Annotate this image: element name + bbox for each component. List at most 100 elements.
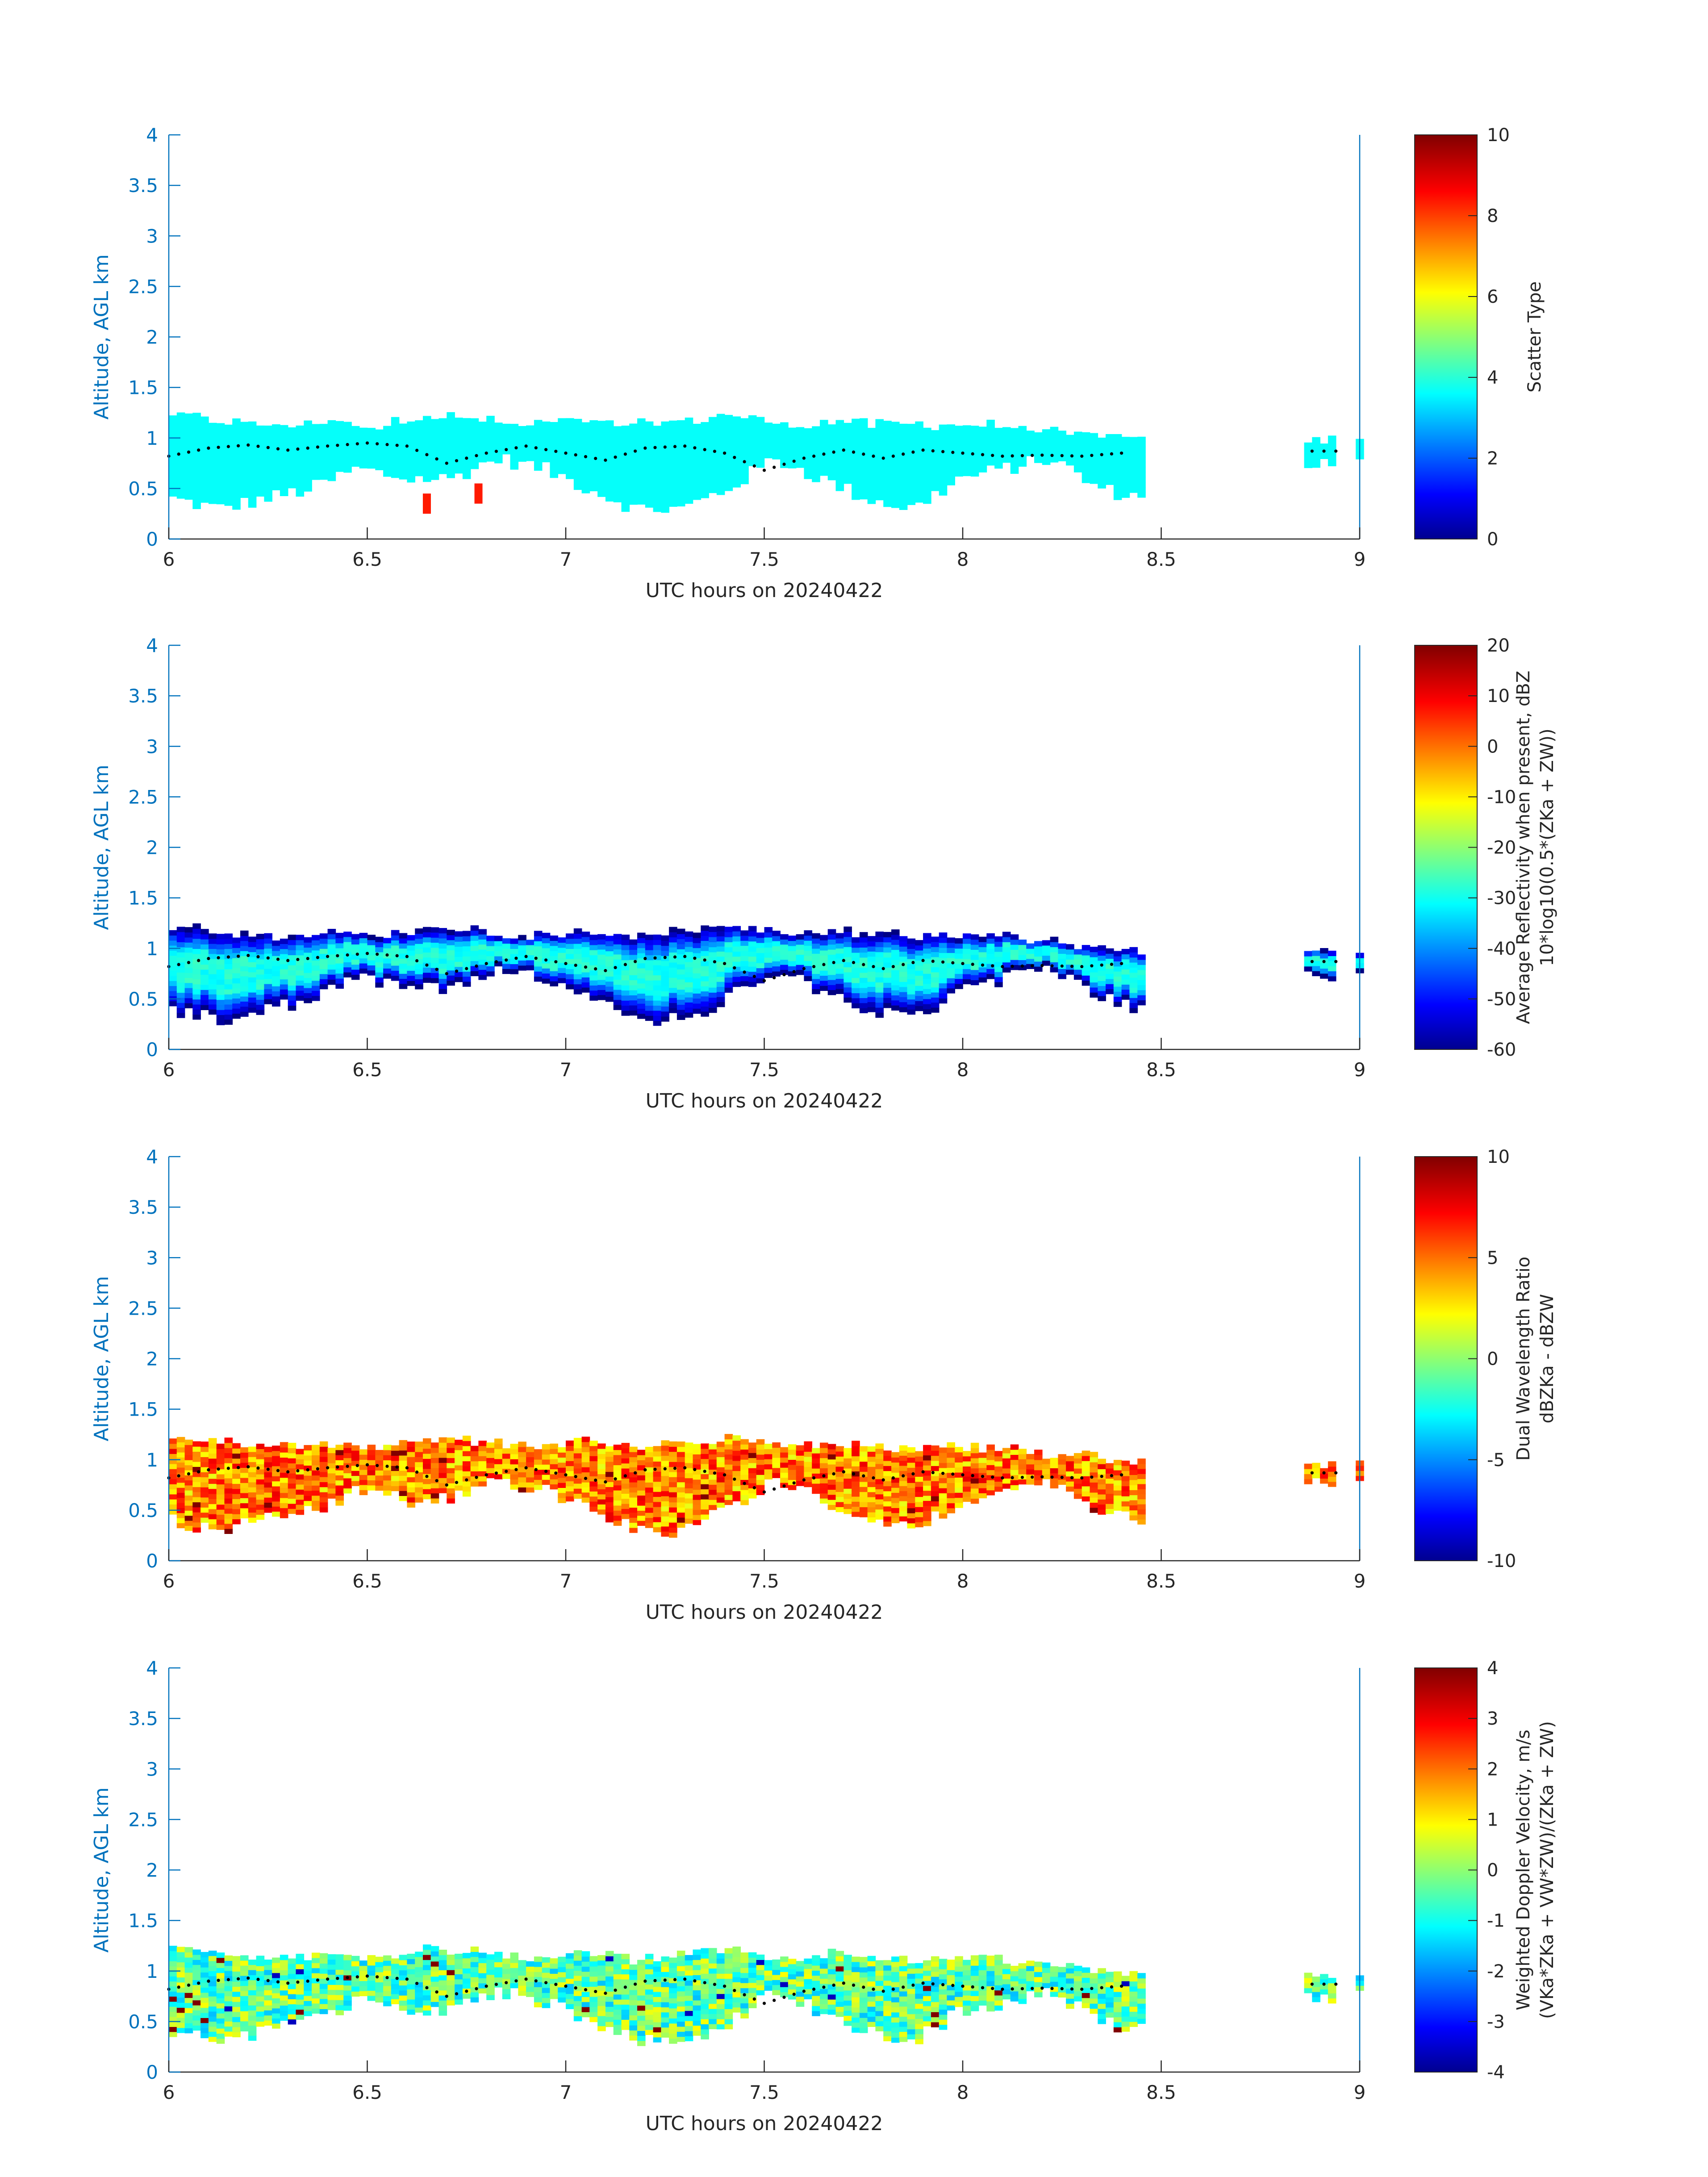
heatmap-cell bbox=[1082, 1486, 1090, 1492]
heatmap-cell bbox=[169, 1438, 177, 1444]
heatmap-cell bbox=[621, 995, 630, 1001]
heatmap-cell bbox=[407, 940, 415, 946]
heatmap-cell bbox=[312, 434, 320, 440]
heatmap-cell bbox=[923, 1003, 931, 1009]
cloud-base-dot bbox=[773, 465, 776, 469]
heatmap-cell bbox=[335, 932, 344, 938]
heatmap-cell bbox=[796, 939, 805, 945]
heatmap-cell bbox=[1066, 959, 1074, 965]
heatmap-cell bbox=[510, 1459, 519, 1465]
cloud-base-dot bbox=[365, 441, 369, 445]
heatmap-cell bbox=[558, 458, 566, 464]
heatmap-cell bbox=[1304, 966, 1313, 972]
heatmap-cell bbox=[1137, 994, 1146, 1000]
heatmap-cell bbox=[859, 1451, 868, 1457]
heatmap-cell bbox=[732, 472, 741, 477]
heatmap-cell bbox=[947, 1452, 955, 1458]
heatmap-cell bbox=[510, 1449, 519, 1454]
heatmap-cell bbox=[724, 977, 733, 983]
heatmap-cell bbox=[844, 448, 852, 454]
cloud-base-dot bbox=[177, 1474, 180, 1478]
heatmap-cell bbox=[780, 1447, 789, 1453]
colorbar-tick-label: -30 bbox=[1487, 888, 1516, 909]
heatmap-cell bbox=[685, 443, 693, 448]
heatmap-cell bbox=[1304, 961, 1313, 967]
heatmap-cell bbox=[581, 1437, 590, 1442]
heatmap-cell bbox=[208, 933, 217, 939]
heatmap-cell bbox=[693, 943, 702, 949]
heatmap-cell bbox=[756, 457, 765, 463]
heatmap-cell bbox=[1082, 442, 1090, 448]
heatmap-cell bbox=[399, 983, 408, 989]
heatmap-cell bbox=[375, 444, 384, 450]
heatmap-cell bbox=[899, 966, 908, 972]
heatmap-cell bbox=[455, 946, 463, 952]
cloud-base-dot bbox=[475, 964, 478, 968]
heatmap-cell bbox=[915, 451, 923, 457]
heatmap-cell bbox=[216, 1009, 225, 1015]
heatmap-cell bbox=[1129, 1007, 1138, 1013]
heatmap-cell bbox=[740, 464, 749, 469]
heatmap-cell bbox=[669, 982, 677, 988]
cloud-base-dot bbox=[822, 963, 826, 966]
heatmap-cell bbox=[1129, 1495, 1138, 1500]
heatmap-cell bbox=[248, 1492, 257, 1498]
heatmap-cell bbox=[740, 418, 749, 424]
heatmap-cell bbox=[192, 468, 201, 474]
heatmap-cell bbox=[438, 464, 447, 469]
heatmap-cell bbox=[939, 1513, 948, 1519]
heatmap-cell bbox=[550, 457, 558, 463]
heatmap-cell bbox=[645, 1446, 654, 1452]
heatmap-cell bbox=[169, 440, 177, 446]
heatmap-cell bbox=[637, 1008, 646, 1014]
heatmap-cell bbox=[1098, 443, 1106, 448]
heatmap-cell bbox=[1137, 1000, 1146, 1006]
heatmap-cell bbox=[1137, 990, 1146, 995]
heatmap-cell bbox=[653, 1476, 662, 1482]
heatmap-cell bbox=[701, 925, 709, 931]
x-tick-label: 7.5 bbox=[749, 1059, 779, 1081]
heatmap-cell bbox=[764, 427, 773, 433]
heatmap-cell bbox=[312, 424, 320, 430]
heatmap-cell bbox=[581, 437, 590, 443]
heatmap-cell bbox=[661, 421, 669, 427]
heatmap-cell bbox=[351, 974, 360, 980]
heatmap-cell bbox=[1090, 468, 1098, 474]
heatmap-cell bbox=[447, 1473, 455, 1479]
heatmap-cell bbox=[827, 460, 836, 465]
heatmap-cell bbox=[963, 440, 971, 446]
heatmap-cell bbox=[280, 1503, 288, 1508]
heatmap-cell bbox=[907, 454, 916, 460]
heatmap-cell bbox=[685, 1493, 693, 1499]
heatmap-cell bbox=[455, 448, 463, 454]
heatmap-cell bbox=[796, 447, 805, 453]
heatmap-cell bbox=[304, 1450, 312, 1456]
heatmap-cell bbox=[724, 1459, 733, 1465]
heatmap-cell bbox=[216, 428, 225, 434]
heatmap-cell bbox=[907, 1523, 916, 1529]
heatmap-cell bbox=[804, 955, 812, 961]
heatmap-cell bbox=[867, 1451, 876, 1457]
heatmap-cell bbox=[423, 476, 431, 482]
heatmap-cell bbox=[1312, 452, 1320, 458]
heatmap-cell bbox=[796, 1480, 805, 1486]
heatmap-cell bbox=[288, 1498, 296, 1504]
heatmap-cell bbox=[232, 963, 241, 969]
heatmap-cell bbox=[915, 955, 923, 961]
heatmap-cell bbox=[566, 964, 574, 969]
heatmap-cell bbox=[661, 961, 669, 966]
colorbar-tick-label: -60 bbox=[1487, 1040, 1516, 1060]
heatmap-cell bbox=[399, 1490, 408, 1496]
heatmap-cell bbox=[573, 1437, 582, 1443]
heatmap-cell bbox=[859, 1492, 868, 1497]
heatmap-cell bbox=[597, 1479, 606, 1484]
heatmap-cell bbox=[573, 928, 582, 934]
cloud-base-dot bbox=[872, 1476, 875, 1480]
cloud-base-dot bbox=[246, 443, 250, 447]
heatmap-cell bbox=[343, 1453, 352, 1458]
heatmap-cell bbox=[653, 1521, 662, 1527]
heatmap-cell bbox=[1010, 1470, 1019, 1475]
heatmap-cell bbox=[891, 487, 900, 493]
heatmap-cell bbox=[566, 1476, 574, 1482]
